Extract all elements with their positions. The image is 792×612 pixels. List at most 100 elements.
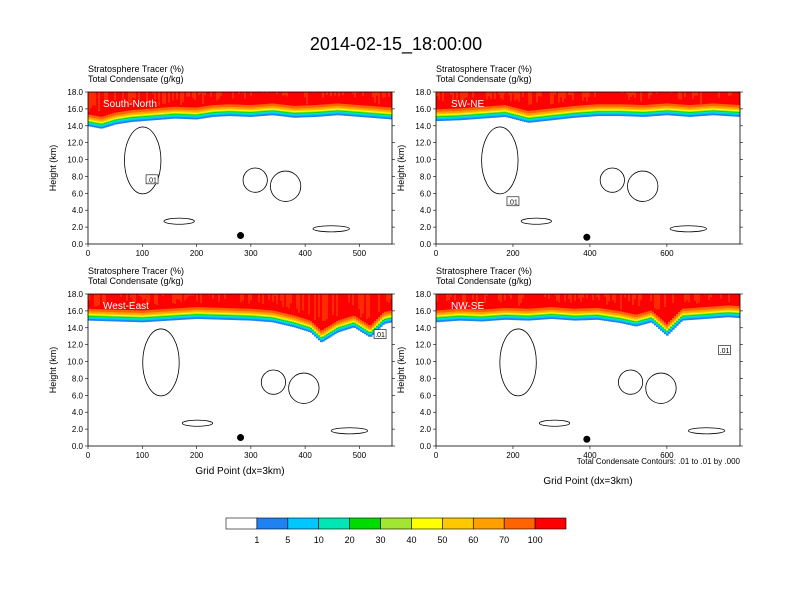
tracer-stripe bbox=[350, 92, 353, 98]
tracer-band-cell bbox=[708, 92, 711, 104]
x-tick-label: 400 bbox=[298, 249, 312, 258]
tracer-band-cell bbox=[636, 92, 639, 105]
tracer-band-cell bbox=[436, 92, 439, 110]
tracer-stripe bbox=[674, 92, 677, 100]
tracer-stripe bbox=[300, 92, 303, 96]
tracer-stripe bbox=[294, 92, 297, 94]
tracer-band-cell bbox=[564, 92, 567, 107]
tracer-stripe bbox=[566, 92, 569, 103]
tracer-stripe bbox=[180, 92, 183, 105]
tracer-stripe bbox=[362, 294, 365, 314]
contour-4 bbox=[520, 217, 552, 225]
tracer-stripe bbox=[476, 92, 479, 102]
tracer-band-cell bbox=[266, 92, 269, 104]
tracer-band-cell bbox=[206, 92, 209, 106]
tracer-stripe bbox=[106, 92, 109, 103]
tracer-stripe bbox=[336, 92, 339, 98]
tracer-stripe bbox=[306, 294, 309, 308]
tracer-stripe bbox=[646, 92, 649, 101]
tracer-band-cell bbox=[144, 294, 147, 311]
tracer-band-cell bbox=[252, 92, 255, 105]
tracer-stripe bbox=[232, 92, 235, 99]
tracer-band-cell bbox=[328, 92, 331, 105]
tracer-band-cell bbox=[224, 294, 227, 308]
tracer-band-cell bbox=[168, 294, 171, 309]
tracer-stripe bbox=[244, 92, 247, 99]
tracer-band-cell bbox=[304, 92, 307, 106]
tracer-band-cell bbox=[292, 92, 295, 106]
tracer-band-cell bbox=[192, 294, 195, 308]
tracer-band-cell bbox=[208, 92, 211, 106]
tracer-stripe bbox=[342, 294, 345, 315]
tracer-band-cell bbox=[254, 294, 257, 310]
x-tick-label: 200 bbox=[506, 249, 520, 258]
tracer-stripe bbox=[284, 294, 287, 301]
tracer-band-cell bbox=[262, 92, 265, 105]
contour-label-box bbox=[145, 174, 159, 185]
tracer-stripe bbox=[330, 92, 333, 97]
tracer-band-cell bbox=[626, 92, 629, 105]
tracer-stripe bbox=[508, 92, 511, 95]
tracer-band-cell bbox=[106, 92, 109, 116]
tracer-band-cell bbox=[684, 92, 687, 105]
tracer-stripe bbox=[264, 92, 267, 97]
tracer-stripe bbox=[350, 294, 353, 311]
tracer-stripe bbox=[152, 92, 155, 94]
tracer-stripe bbox=[264, 294, 267, 301]
tracer-band-cell bbox=[576, 92, 579, 106]
tracer-band-cell bbox=[710, 92, 713, 104]
tracer-stripe bbox=[94, 92, 97, 106]
tracer-stripe bbox=[234, 92, 237, 97]
tracer-band-cell bbox=[358, 92, 361, 106]
tracer-stripe bbox=[660, 92, 663, 95]
tracer-band-cell bbox=[732, 92, 735, 105]
tracer-stripe bbox=[366, 92, 369, 105]
tracer-stripe bbox=[590, 92, 593, 97]
tracer-stripe bbox=[668, 92, 671, 96]
figure-title: 2014-02-15_18:00:00 bbox=[310, 34, 482, 55]
tracer-stripe bbox=[538, 92, 541, 97]
tracer-stripe bbox=[362, 92, 365, 97]
tracer-stripe bbox=[296, 294, 299, 309]
tracer-stripe bbox=[630, 92, 633, 97]
contour-label: .01 bbox=[147, 177, 157, 184]
tracer-band-cell bbox=[212, 92, 215, 106]
tracer-band-cell bbox=[238, 92, 241, 105]
tracer-stripe bbox=[168, 294, 171, 295]
tracer-stripe bbox=[316, 294, 319, 313]
tracer-stripe bbox=[228, 92, 231, 104]
tracer-stripe bbox=[178, 92, 181, 102]
x-tick-label: 0 bbox=[434, 249, 439, 258]
tracer-stripe bbox=[356, 294, 359, 312]
tracer-band-cell bbox=[148, 294, 151, 311]
tracer-stripe bbox=[148, 294, 151, 302]
tracer-band-cell bbox=[252, 294, 255, 309]
tracer-stripe bbox=[204, 294, 207, 299]
tracer-band-cell bbox=[620, 92, 623, 105]
tracer-band-cell bbox=[266, 294, 269, 311]
tracer-stripe bbox=[144, 92, 147, 108]
tracer-stripe bbox=[208, 92, 211, 96]
tracer-band-cell bbox=[268, 294, 271, 311]
tracer-band-cell bbox=[718, 92, 721, 104]
tracer-stripe bbox=[166, 294, 169, 301]
tracer-band-cell bbox=[464, 92, 467, 109]
tracer-stripe bbox=[240, 294, 243, 303]
tracer-stripe bbox=[218, 92, 221, 99]
tracer-band-cell bbox=[150, 92, 153, 109]
panel-name: SW-NE bbox=[451, 99, 484, 110]
tracer-band-cell bbox=[90, 294, 93, 309]
tracer-band-cell bbox=[234, 294, 237, 309]
tracer-stripe bbox=[206, 92, 209, 98]
tracer-stripe bbox=[632, 92, 635, 96]
tracer-band-cell bbox=[500, 92, 503, 106]
tracer-stripe bbox=[158, 294, 161, 303]
tracer-stripe bbox=[116, 92, 119, 107]
tracer-stripe bbox=[502, 92, 505, 100]
tracer-stripe bbox=[124, 294, 127, 300]
tracer-band-cell bbox=[456, 92, 459, 109]
tracer-stripe bbox=[254, 92, 257, 103]
tracer-stripe bbox=[702, 92, 705, 97]
tracer-stripe bbox=[446, 92, 449, 101]
tracer-band-cell bbox=[728, 92, 731, 105]
